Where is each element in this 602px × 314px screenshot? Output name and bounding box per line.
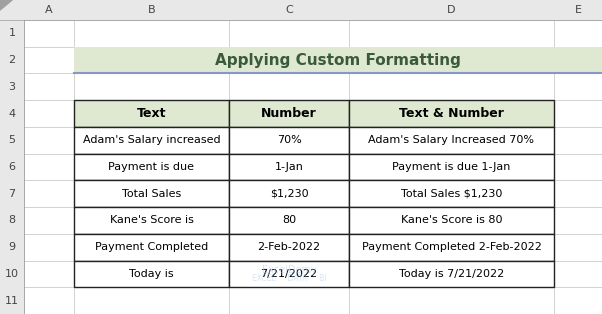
Bar	[74, 207, 229, 234]
Text: Text: Text	[137, 107, 166, 120]
Text: Adam's Salary increased: Adam's Salary increased	[82, 135, 220, 145]
Text: ExcelDemy: ExcelDemy	[262, 265, 317, 275]
Text: Payment is due: Payment is due	[108, 162, 194, 172]
Bar	[349, 154, 554, 180]
Text: Total Sales $1,230: Total Sales $1,230	[401, 189, 502, 199]
Text: 7/21/2022: 7/21/2022	[261, 269, 318, 279]
Bar	[349, 207, 554, 234]
Bar	[74, 180, 229, 207]
Bar	[229, 261, 349, 287]
Text: Payment Completed: Payment Completed	[95, 242, 208, 252]
Text: 10: 10	[5, 269, 19, 279]
Bar	[74, 100, 229, 127]
Bar	[229, 154, 349, 180]
Text: E: E	[574, 5, 582, 15]
Text: 2: 2	[8, 55, 16, 65]
Text: 6: 6	[8, 162, 16, 172]
Bar	[0, 20, 24, 314]
Bar	[229, 100, 349, 127]
Text: 1-Jan: 1-Jan	[275, 162, 303, 172]
Text: Applying Custom Formatting: Applying Custom Formatting	[215, 52, 461, 68]
Text: Number: Number	[261, 107, 317, 120]
Text: 3: 3	[8, 82, 16, 92]
Bar	[229, 180, 349, 207]
Text: Adam's Salary Increased 70%: Adam's Salary Increased 70%	[368, 135, 535, 145]
Text: D: D	[447, 5, 456, 15]
Text: 8: 8	[8, 215, 16, 225]
Bar	[349, 234, 554, 261]
Bar	[74, 154, 229, 180]
Text: C: C	[285, 5, 293, 15]
Text: 11: 11	[5, 296, 19, 306]
Text: 2-Feb-2022: 2-Feb-2022	[258, 242, 320, 252]
Text: B: B	[147, 5, 155, 15]
Text: $1,230: $1,230	[270, 189, 308, 199]
Polygon shape	[0, 0, 13, 11]
Text: Text & Number: Text & Number	[399, 107, 504, 120]
Bar	[74, 47, 602, 73]
Text: Today is 7/21/2022: Today is 7/21/2022	[399, 269, 504, 279]
Bar	[229, 207, 349, 234]
Bar	[0, 0, 602, 20]
Text: 80: 80	[282, 215, 296, 225]
Text: 4: 4	[8, 109, 16, 119]
Text: Payment is due 1-Jan: Payment is due 1-Jan	[393, 162, 510, 172]
Text: Total Sales: Total Sales	[122, 189, 181, 199]
Text: 70%: 70%	[277, 135, 302, 145]
Bar	[0, 0, 24, 20]
Text: 9: 9	[8, 242, 16, 252]
Text: Kane's Score is 80: Kane's Score is 80	[401, 215, 502, 225]
Text: 1: 1	[8, 28, 16, 38]
Text: A: A	[45, 5, 53, 15]
Text: EXCEL  ·  DATA  ·  BI: EXCEL · DATA · BI	[252, 274, 326, 284]
Bar	[229, 234, 349, 261]
Text: 7: 7	[8, 189, 16, 199]
Text: Kane's Score is: Kane's Score is	[110, 215, 193, 225]
Bar	[349, 261, 554, 287]
Bar	[349, 127, 554, 154]
Bar	[74, 127, 229, 154]
Text: 5: 5	[8, 135, 16, 145]
Text: Payment Completed 2-Feb-2022: Payment Completed 2-Feb-2022	[362, 242, 541, 252]
Bar	[229, 127, 349, 154]
Bar	[349, 180, 554, 207]
Bar	[74, 234, 229, 261]
Bar	[74, 261, 229, 287]
Text: Today is: Today is	[129, 269, 174, 279]
Bar	[349, 100, 554, 127]
